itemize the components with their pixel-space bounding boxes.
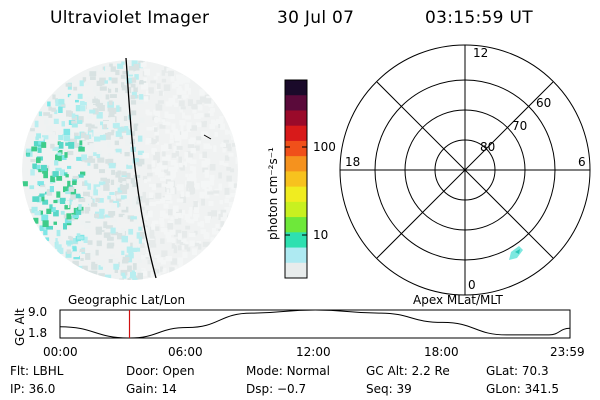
status-gain: Gain: 14 [126,382,177,396]
status-door: Door: Open [126,364,195,378]
colorbar-segment [285,171,307,188]
status-flt: Flt: LBHL [10,364,64,378]
orbit-xtick-3: 18:00 [424,345,459,359]
colorbar-segment [285,217,307,233]
orbit-left-caption: Geographic Lat/Lon [68,293,186,307]
orbit-xtick-0: 00:00 [43,345,78,359]
polar-diagonal-2 [376,81,554,259]
mlat-label-70: 70 [512,119,528,133]
mlt-label-left: 18 [345,155,361,169]
orbit-ytick-min: 1.8 [28,326,48,340]
mlat-label-60: 60 [536,96,552,110]
colorbar-segment [285,140,307,157]
orbit-ytick-max: 9.0 [28,305,48,319]
orbit-xtick-4: 23:59 [550,345,585,359]
status-glon: GLon: 341.5 [486,382,559,396]
terminator-line [125,57,157,279]
status-gc-alt: GC Alt: 2.2 Re [366,364,450,378]
colorbar-segment [285,232,307,249]
mlt-label-bottom: 0 [468,278,476,292]
mlt-label-right: 6 [578,155,586,169]
colorbar-segment [285,95,307,111]
polar-mlt-plot [339,44,591,296]
status-dsp: Dsp: −0.7 [246,382,307,396]
colorbar-tick-10: 10 [313,228,329,242]
colorbar-tick-100: 100 [313,140,336,154]
mlat-label-80: 80 [480,140,496,154]
colorbar-segment [285,125,307,142]
orbit-xtick-2: 12:00 [296,345,331,359]
colorbar-segment [285,80,307,96]
status-glat: GLat: 70.3 [486,364,549,378]
orbit-xtick-1: 06:00 [168,345,203,359]
time-label: 03:15:59 UT [425,8,533,28]
status-seq: Seq: 39 [366,382,412,396]
polar-emission-spot [509,246,523,260]
colorbar-segment [285,186,307,203]
mlt-label-top: 12 [473,46,489,60]
colorbar-segment [285,247,307,264]
orbit-altitude-line [59,309,571,339]
colorbar-segment [285,156,307,172]
instrument-title: Ultraviolet Imager [50,8,210,28]
orbit-ylabel: GC Alt [13,308,27,346]
orbit-altitude-plot [59,309,571,339]
colorbar-segment [285,201,307,218]
colorbar-unit-label: photon cm⁻²s⁻¹ [266,147,280,240]
date-label: 30 Jul 07 [277,8,355,28]
orbit-right-caption: Apex MLat/MLT [413,293,503,307]
status-mode: Mode: Normal [246,364,330,378]
emission-speckle [22,60,238,280]
colorbar-segment [285,110,307,127]
colorbar-segment [285,262,307,279]
emission-map [22,60,238,280]
small-tick-mark [203,134,212,140]
colorbar [284,79,308,279]
status-ip: IP: 36.0 [10,382,56,396]
